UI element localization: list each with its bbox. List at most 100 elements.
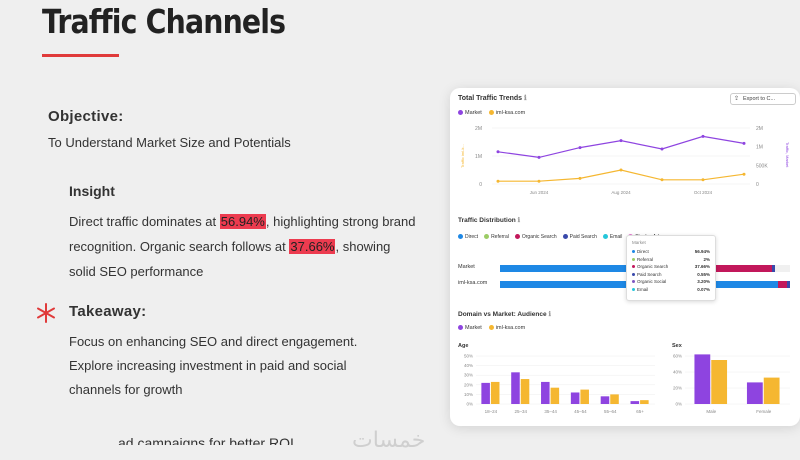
legend-item[interactable]: Email — [602, 232, 622, 243]
tooltip-channel: Paid Search — [632, 271, 662, 279]
legend-dot — [632, 250, 635, 254]
tooltip-row: Referral 2% — [632, 256, 710, 264]
traffic-distribution-title-text: Traffic Distribution — [458, 217, 516, 224]
legend-item[interactable]: Organic Search — [514, 232, 557, 243]
trends-legend: Market iml-ksa.com — [458, 110, 525, 116]
tooltip-channel: Organic Search — [632, 263, 668, 271]
domain-row-label: iml-ksa.com — [458, 280, 488, 286]
asterisk-icon — [37, 303, 55, 323]
export-icon: ⇪ — [734, 96, 740, 102]
audience-title: Domain vs Market: Audience ℹ — [458, 310, 551, 318]
left-axis-label: Traffic iml-k... — [460, 144, 465, 168]
dashboard-screenshot: Total Traffic Trends ℹ ⇪ Export to C... … — [450, 88, 800, 426]
data-point — [496, 150, 500, 154]
bar — [610, 394, 619, 404]
sex-bar-chart: 60% 40% 20% 0% Male Female — [673, 354, 790, 414]
y-tick-label: 1M — [756, 145, 763, 151]
legend-dot — [458, 110, 463, 116]
legend-item[interactable]: iml-ksa.com — [488, 110, 525, 116]
legend-item[interactable]: Paid Search — [562, 232, 597, 243]
data-point — [701, 134, 705, 138]
bar — [746, 382, 763, 404]
title-underline — [42, 54, 119, 57]
data-point — [496, 179, 500, 183]
y-tick-label: 50% — [464, 354, 473, 359]
sex-chart-label: Sex — [672, 343, 682, 349]
tooltip-value: 2% — [703, 256, 710, 262]
takeaway-heading: Takeaway: — [69, 303, 147, 320]
legend-label: Market — [465, 325, 482, 331]
legend-dot — [602, 234, 608, 240]
bar-segment — [787, 281, 790, 288]
audience-title-text: Domain vs Market: Audience — [458, 311, 547, 318]
bar — [550, 387, 560, 404]
bar — [600, 396, 610, 404]
direct-highlight: 56.94% — [219, 214, 266, 229]
bar — [490, 381, 500, 404]
distribution-tooltip: Market Direct 56.94% Referral 2% Organic Sea… — [626, 235, 716, 301]
data-point — [578, 176, 582, 180]
tooltip-row: Direct 56.94% — [632, 248, 710, 256]
y-tick-label: 0 — [756, 182, 759, 188]
legend-label: Direct — [465, 234, 479, 240]
series-line — [498, 169, 745, 182]
x-tick-label: 35–44 — [544, 409, 557, 414]
tooltip-row: Email 0.07% — [632, 286, 710, 294]
x-tick-label: Male — [706, 409, 716, 414]
insight-text-part: , highlighting strong brand recognition.… — [69, 214, 416, 254]
tooltip-row: Paid Search 0.55% — [632, 271, 710, 279]
insight-text: Direct traffic dominates at 56.94%, high… — [69, 209, 419, 284]
legend-dot — [632, 280, 635, 284]
objective-heading: Objective: — [48, 108, 124, 125]
x-tick-label: Aug 2024 — [611, 190, 631, 195]
legend-dot — [632, 287, 635, 291]
y-tick-label: 0% — [466, 402, 473, 407]
bar — [541, 381, 550, 404]
tooltip-value: 56.94% — [694, 249, 710, 254]
data-point — [660, 147, 664, 151]
watermark: خمسات — [352, 428, 426, 453]
tooltip-channel: Email — [632, 286, 648, 294]
tooltip-value: 3.20% — [697, 279, 710, 284]
data-point — [537, 179, 541, 183]
y-tick-label: 30% — [464, 373, 473, 378]
legend-label: Organic Search — [521, 234, 557, 240]
traffic-distribution-title: Traffic Distribution ℹ — [458, 216, 520, 224]
insight-text-part: , showing solid SEO performance — [69, 239, 391, 279]
traffic-trends-title-text: Total Traffic Trends — [458, 95, 523, 102]
legend-item[interactable]: Market — [458, 110, 482, 116]
legend-dot — [562, 234, 568, 240]
age-chart-label: Age — [458, 343, 469, 349]
bar — [640, 400, 649, 404]
legend-item[interactable]: Market — [458, 325, 482, 331]
data-point — [660, 178, 664, 182]
x-tick-label: Female — [756, 409, 772, 414]
bar — [570, 392, 580, 404]
legend-dot — [632, 265, 635, 269]
legend-dot — [514, 234, 520, 240]
legend-item[interactable]: iml-ksa.com — [488, 325, 525, 331]
y-tick-label: 0% — [675, 402, 682, 407]
y-tick-label: 60% — [673, 354, 682, 359]
legend-item[interactable]: Direct — [458, 232, 478, 243]
tooltip-value: 0.07% — [697, 286, 710, 292]
export-button[interactable]: ⇪ Export to C... — [730, 93, 796, 105]
takeaway-text: Focus on enhancing SEO and direct engage… — [69, 334, 358, 397]
audience-legend: Market iml-ksa.com — [458, 325, 525, 331]
tooltip-channel: Direct — [632, 248, 649, 256]
data-point — [619, 139, 623, 143]
data-point — [742, 172, 746, 176]
insight-text-part: Direct traffic dominates at — [69, 214, 220, 229]
bar-segment — [500, 265, 661, 272]
bar-segment — [775, 265, 790, 272]
bar-segment — [666, 265, 773, 272]
data-point — [619, 168, 623, 172]
tooltip-rows: Direct 56.94% Referral 2% Organic Search 37.6… — [632, 248, 710, 293]
data-point — [742, 141, 746, 145]
legend-dot — [458, 234, 463, 240]
y-tick-label: 1M — [475, 154, 482, 160]
traffic-trends-chart: 2M 1M 0 2M 1M 500K 0 Traffic iml-k... Traffic, M… — [460, 126, 790, 195]
tooltip-row: Organic Social 3.20% — [632, 278, 710, 286]
x-tick-label: 18–24 — [485, 409, 498, 414]
legend-item[interactable]: Referral — [484, 232, 509, 243]
